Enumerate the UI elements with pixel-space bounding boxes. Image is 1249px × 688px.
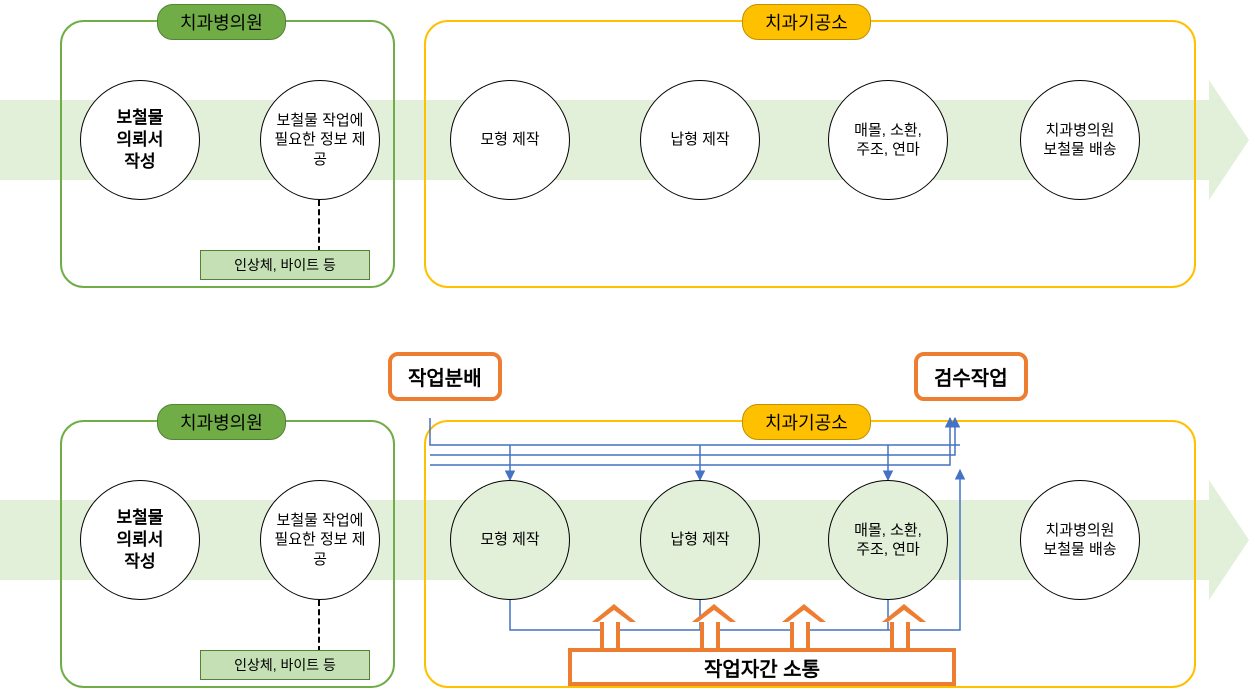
bottom-dashed-line [318, 600, 320, 652]
top-circle-5: 매몰, 소환,주조, 연마 [828, 80, 948, 200]
top-clinic-label: 치과병의원 [157, 4, 286, 40]
top-circle-6: 치과병의원보철물 배송 [1020, 80, 1140, 200]
bottom-circle-4: 납형 제작 [640, 480, 760, 600]
comm-arrow-4 [890, 622, 910, 650]
top-note-box: 인상체, 바이트 등 [200, 250, 370, 280]
bottom-circle-5: 매몰, 소환,주조, 연마 [828, 480, 948, 600]
comm-arrow-3 [790, 622, 810, 650]
top-circle-2: 보철물 작업에 필요한 정보 제공 [260, 80, 380, 200]
callout-distribution: 작업분배 [388, 352, 502, 401]
bottom-clinic-label: 치과병의원 [157, 404, 286, 440]
bottom-note-box: 인상체, 바이트 등 [200, 650, 370, 680]
top-circle-4: 납형 제작 [640, 80, 760, 200]
bottom-circle-1: 보철물의뢰서작성 [80, 480, 200, 600]
top-dashed-line [318, 200, 320, 252]
bottom-lab-label: 치과기공소 [742, 404, 871, 440]
bottom-circle-6: 치과병의원보철물 배송 [1020, 480, 1140, 600]
top-arrow-head [1209, 80, 1249, 200]
comm-box: 작업자간 소통 [568, 648, 956, 686]
callout-check: 검수작업 [914, 352, 1028, 401]
top-circle-1: 보철물의뢰서작성 [80, 80, 200, 200]
bottom-circle-3: 모형 제작 [450, 480, 570, 600]
top-lab-label: 치과기공소 [742, 4, 871, 40]
comm-arrow-2 [700, 622, 720, 650]
top-circle-3: 모형 제작 [450, 80, 570, 200]
comm-arrow-1 [600, 622, 620, 650]
bottom-arrow-head [1209, 480, 1249, 600]
bottom-circle-2: 보철물 작업에 필요한 정보 제공 [260, 480, 380, 600]
